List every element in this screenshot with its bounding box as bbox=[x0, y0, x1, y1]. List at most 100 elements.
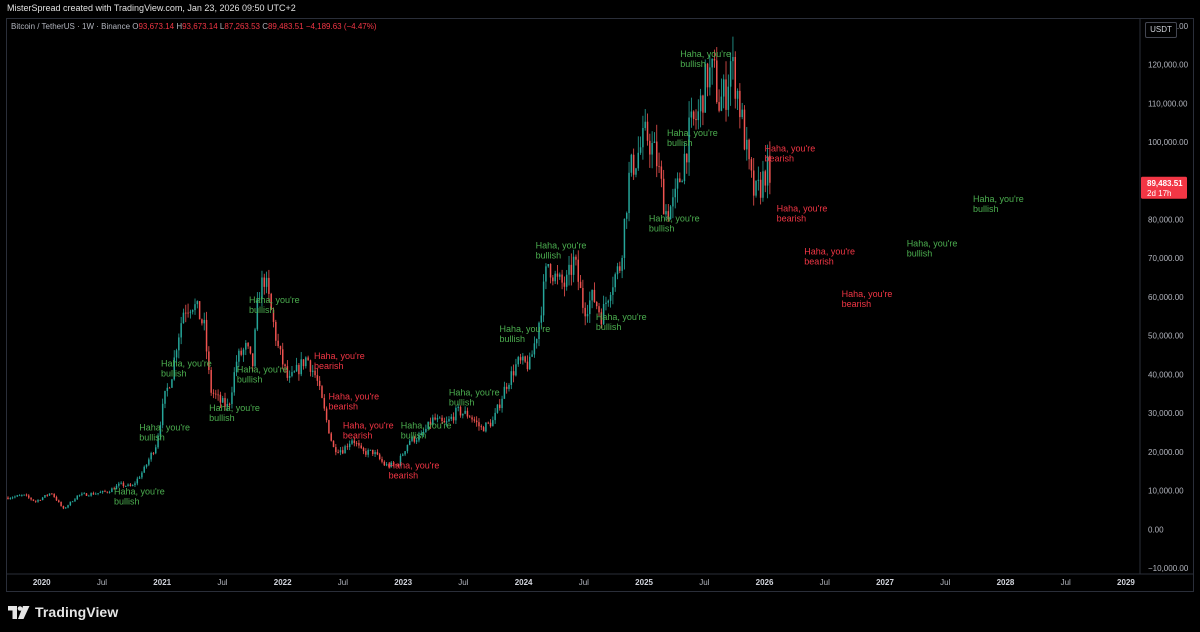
candle-body bbox=[736, 90, 739, 99]
candle-body bbox=[11, 497, 14, 499]
candle-body bbox=[312, 370, 314, 372]
candle-body bbox=[131, 485, 134, 486]
candle-body bbox=[138, 477, 141, 479]
candle-body bbox=[619, 266, 621, 271]
bearish-annotation[interactable]: Haha, you're bearish bbox=[842, 289, 893, 309]
candle-body bbox=[697, 111, 700, 121]
bullish-annotation[interactable]: Haha, you're bullish bbox=[680, 49, 731, 69]
bullish-annotation[interactable]: Haha, you're bullish bbox=[907, 239, 958, 259]
bullish-annotation[interactable]: Haha, you're bullish bbox=[249, 295, 300, 315]
candle-body bbox=[609, 294, 612, 301]
candle-body bbox=[337, 452, 339, 453]
candle-body bbox=[499, 404, 501, 409]
candle-body bbox=[21, 495, 23, 496]
candle-body bbox=[210, 369, 212, 393]
candle-body bbox=[478, 422, 480, 427]
bullish-annotation[interactable]: Haha, you're bullish bbox=[209, 403, 260, 423]
candle-body bbox=[681, 181, 683, 183]
bearish-annotation[interactable]: Haha, you're bearish bbox=[804, 246, 855, 266]
bullish-annotation[interactable]: Haha, you're bullish bbox=[596, 312, 647, 332]
candle-body bbox=[342, 450, 344, 454]
bullish-annotation[interactable]: Haha, you're bullish bbox=[536, 241, 587, 261]
candle-body bbox=[510, 371, 513, 385]
candle-body bbox=[545, 266, 547, 282]
candle-body bbox=[231, 392, 233, 404]
bullish-annotation[interactable]: Haha, you're bullish bbox=[449, 388, 500, 408]
candle-body bbox=[316, 375, 319, 381]
bullish-annotation[interactable]: Haha, you're bullish bbox=[649, 213, 700, 233]
candle-body bbox=[226, 403, 229, 407]
bullish-annotation[interactable]: Haha, you're bullish bbox=[237, 365, 288, 385]
candle-body bbox=[729, 61, 732, 87]
bearish-annotation[interactable]: Haha, you're bearish bbox=[389, 461, 440, 481]
candle-body bbox=[522, 356, 524, 361]
candle-body bbox=[473, 419, 476, 421]
price-tick-label: −10,000.00 bbox=[1148, 564, 1189, 573]
candle-body bbox=[150, 452, 152, 460]
candle-body bbox=[441, 417, 443, 421]
candle-body bbox=[402, 454, 404, 456]
candle-body bbox=[570, 264, 573, 275]
candle-body bbox=[415, 440, 418, 442]
candle-body bbox=[9, 498, 12, 500]
candle-body bbox=[665, 211, 667, 215]
bearish-annotation[interactable]: Haha, you're bearish bbox=[343, 421, 394, 441]
candle-body bbox=[582, 288, 584, 308]
bullish-annotation[interactable]: Haha, you're bullish bbox=[500, 324, 551, 344]
candle-body bbox=[591, 289, 593, 301]
bullish-annotation[interactable]: Haha, you're bullish bbox=[139, 423, 190, 443]
time-tick-label: Jul bbox=[1061, 578, 1071, 587]
candle-body bbox=[288, 375, 291, 378]
candle-body bbox=[256, 299, 259, 330]
candle-body bbox=[508, 384, 510, 389]
candle-body bbox=[55, 496, 58, 501]
bullish-annotation[interactable]: Haha, you're bullish bbox=[667, 128, 718, 148]
candle-body bbox=[37, 500, 39, 502]
candle-body bbox=[212, 392, 215, 394]
currency-button[interactable]: USDT bbox=[1145, 22, 1177, 38]
candle-body bbox=[646, 121, 649, 141]
candle-body bbox=[487, 422, 489, 424]
candle-body bbox=[14, 496, 16, 498]
candle-body bbox=[752, 170, 755, 196]
candle-body bbox=[741, 109, 743, 118]
candle-body bbox=[686, 153, 688, 163]
bullish-annotation[interactable]: Haha, you're bullish bbox=[401, 421, 452, 441]
tradingview-logo[interactable]: TradingView bbox=[8, 604, 118, 620]
bullish-annotation[interactable]: Haha, you're bullish bbox=[161, 359, 212, 379]
candle-body bbox=[60, 501, 62, 507]
candle-body bbox=[111, 488, 113, 493]
candle-body bbox=[277, 340, 279, 347]
candle-body bbox=[552, 277, 554, 282]
bearish-annotation[interactable]: Haha, you're bearish bbox=[765, 144, 816, 164]
candle-body bbox=[406, 444, 409, 452]
time-tick-label: 2021 bbox=[153, 578, 171, 587]
candle-body bbox=[450, 416, 453, 419]
candle-body bbox=[191, 310, 194, 312]
candle-body bbox=[628, 172, 630, 214]
candle-body bbox=[325, 408, 328, 421]
time-tick-label: 2020 bbox=[33, 578, 51, 587]
candle-body bbox=[492, 420, 494, 427]
candle-body bbox=[284, 364, 286, 367]
bearish-annotation[interactable]: Haha, you're bearish bbox=[314, 351, 365, 371]
candle-body bbox=[503, 386, 506, 399]
candle-body bbox=[385, 464, 388, 466]
candle-body bbox=[74, 499, 76, 502]
bearish-annotation[interactable]: Haha, you're bearish bbox=[777, 204, 828, 224]
time-tick-label: 2023 bbox=[394, 578, 412, 587]
candle-body bbox=[720, 96, 723, 111]
bullish-annotation[interactable]: Haha, you're bullish bbox=[114, 487, 165, 507]
candle-body bbox=[28, 495, 30, 498]
candle-body bbox=[245, 342, 247, 350]
candle-body bbox=[399, 455, 402, 466]
candle-body bbox=[286, 366, 289, 378]
candle-body bbox=[623, 218, 626, 258]
candle-body bbox=[632, 154, 635, 175]
candle-body bbox=[330, 433, 332, 441]
bearish-annotation[interactable]: Haha, you're bearish bbox=[328, 392, 379, 412]
bullish-annotation[interactable]: Haha, you're bullish bbox=[973, 194, 1024, 214]
last-price-value: 89,483.51 bbox=[1147, 179, 1183, 188]
candle-body bbox=[704, 63, 706, 113]
